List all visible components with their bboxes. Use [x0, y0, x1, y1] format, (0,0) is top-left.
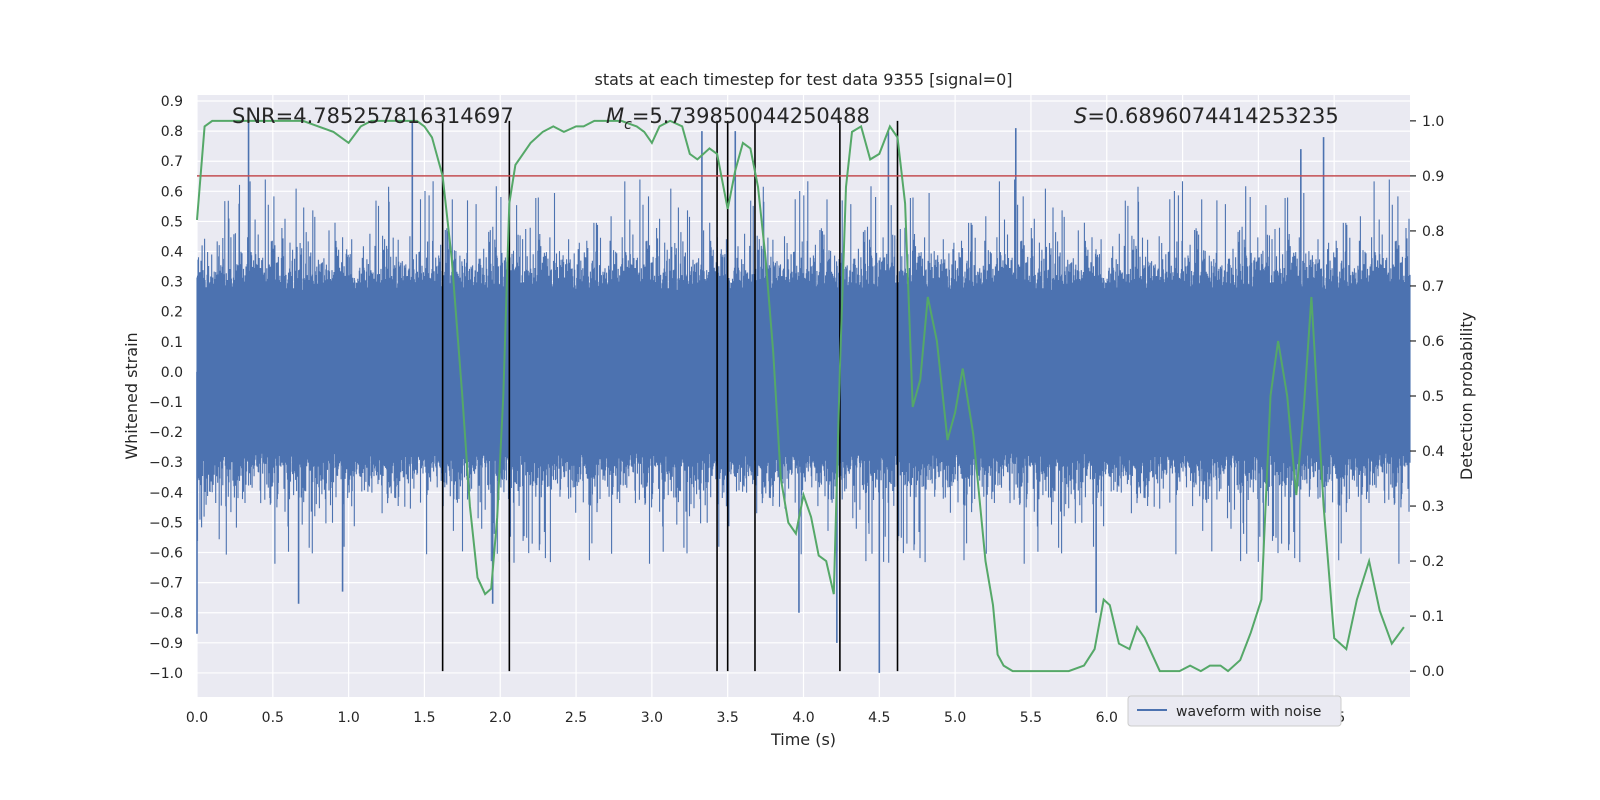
x-tick-label: 4.0 [792, 710, 814, 726]
chirp-mass-subscript: c [624, 117, 632, 133]
y2-tick-label: 0.8 [1422, 224, 1444, 240]
y2-axis-label: Detection probability [1457, 312, 1476, 480]
x-tick-label: 5.5 [1020, 710, 1042, 726]
waveform-core [197, 290, 1410, 454]
y2-tick-label: 0.0 [1422, 664, 1444, 680]
y2-tick-label: 0.5 [1422, 389, 1444, 405]
legend-box [1127, 695, 1342, 727]
y-tick-label: 0.9 [161, 94, 183, 110]
y2-tick-label: 0.2 [1422, 554, 1444, 570]
y2-tick-label: 0.7 [1422, 279, 1444, 295]
y-tick-label: 0.1 [161, 335, 183, 351]
x-axis-label: Time (s) [770, 730, 836, 749]
x-tick-label: 2.5 [565, 710, 587, 726]
y-tick-label: 0.2 [161, 305, 183, 321]
x-tick-label: 4.5 [868, 710, 890, 726]
y-tick-label: −0.9 [149, 636, 183, 652]
x-tick-label: 3.5 [717, 710, 739, 726]
chirp-mass-value: =5.739850044250488 [632, 104, 870, 128]
y-tick-label: −0.8 [149, 606, 183, 622]
plot-content [196, 119, 1411, 673]
y-tick-label: 0.0 [161, 365, 183, 381]
y-tick-label: 0.7 [161, 154, 183, 170]
y-tick-label: 0.4 [161, 245, 183, 261]
y2-tick-label: 0.3 [1422, 499, 1444, 515]
x-tick-label: 3.0 [641, 710, 663, 726]
y-tick-label: −0.3 [149, 455, 183, 471]
y-tick-label: −0.7 [149, 576, 183, 592]
y-tick-label: −0.5 [149, 515, 183, 531]
chirp-mass-annotation: Mc=5.739850044250488 [606, 104, 870, 133]
y-tick-label: −0.4 [149, 485, 183, 501]
probability-series [196, 119, 1405, 673]
legend: waveform with noise [1127, 695, 1342, 727]
vertical-markers [441, 120, 899, 672]
waveform-series [196, 122, 1411, 673]
x-tick-label: 2.0 [489, 710, 511, 726]
y-tick-label: 0.8 [161, 124, 183, 140]
y-axis-label: Whitened strain [122, 332, 141, 459]
snr-annotation: SNR=4.785257816314697 [232, 104, 514, 128]
x-tick-label: 1.5 [413, 710, 435, 726]
chart-title: stats at each timestep for test data 935… [594, 70, 1012, 89]
legend-label: waveform with noise [1176, 704, 1321, 720]
y2-axis-ticks: 1.0 0.9 0.8 0.7 0.6 0.5 0.4 0.3 0.2 0.1 0.0 [1410, 114, 1444, 680]
y-tick-label: 0.5 [161, 214, 183, 230]
x-tick-label: 1.0 [337, 710, 359, 726]
y2-tick-label: 0.1 [1422, 609, 1444, 625]
s-annotation: S=0.6896074414253235 [1074, 104, 1339, 128]
x-tick-label: 0.0 [186, 710, 208, 726]
y2-tick-label: 1.0 [1422, 114, 1444, 130]
y-tick-label: −0.6 [149, 546, 183, 562]
y-tick-label: 0.6 [161, 184, 183, 200]
y-axis-ticks: 0.9 0.8 0.7 0.6 0.5 0.4 0.3 0.2 0.1 0.0 −0.1 −0.2 −0… [149, 94, 183, 682]
x-tick-label: 0.5 [262, 710, 284, 726]
y2-tick-label: 0.6 [1422, 334, 1444, 350]
s-symbol: S [1074, 104, 1087, 128]
x-tick-label: 6.0 [1096, 710, 1118, 726]
y-tick-label: 0.3 [161, 275, 183, 291]
y-tick-label: −0.2 [149, 425, 183, 441]
y2-tick-label: 0.4 [1422, 444, 1444, 460]
y-tick-label: −1.0 [149, 666, 183, 682]
x-tick-label: 5.0 [944, 710, 966, 726]
s-value: =0.6896074414253235 [1087, 104, 1338, 128]
y2-tick-label: 0.9 [1422, 169, 1444, 185]
y-tick-label: −0.1 [149, 395, 183, 411]
chirp-mass-symbol: M [606, 104, 624, 128]
